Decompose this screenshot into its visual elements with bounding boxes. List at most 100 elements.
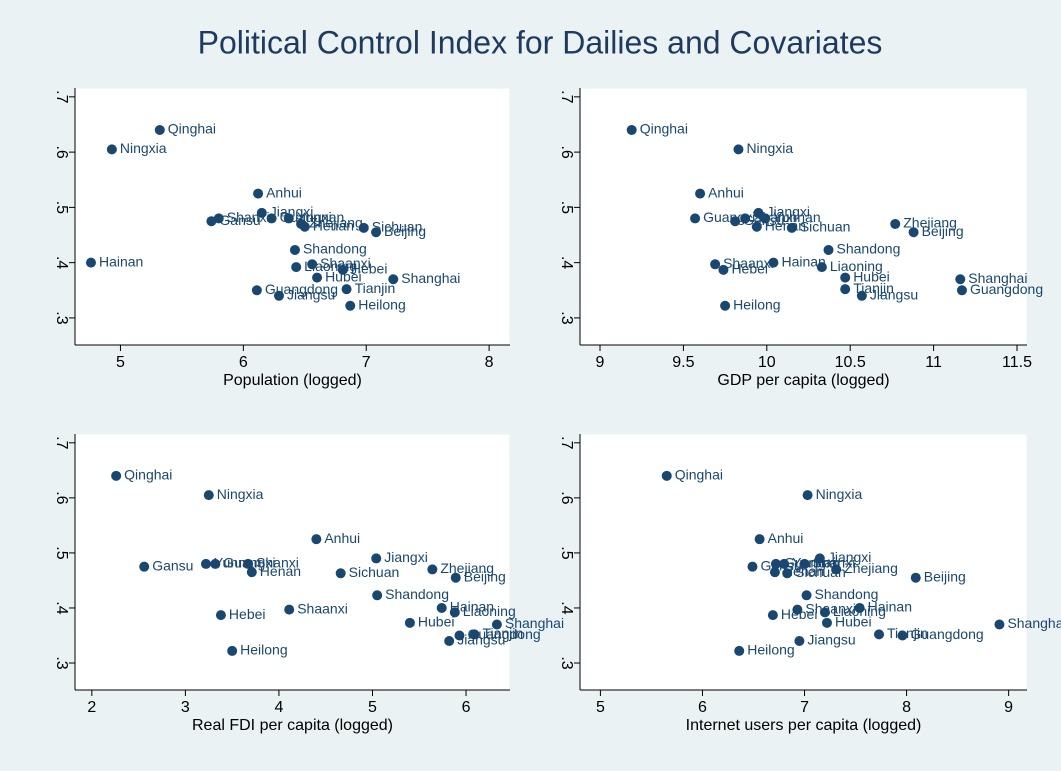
point-label: Guangxi [784,555,836,571]
point [312,272,323,283]
point [769,567,780,578]
point [840,272,851,283]
point [690,213,701,224]
point-label: Beijing [924,568,966,584]
x-tick-label: 11.5 [1002,354,1032,371]
point-label: Guangdong [910,626,983,642]
point-label: Shanghai [968,270,1027,286]
point [436,602,447,613]
point [854,602,865,613]
point [243,558,254,569]
point [388,274,399,285]
point [767,610,778,621]
point [358,222,369,233]
point [908,227,919,238]
point-label: Zhejiang [903,215,957,231]
point-label: Qinghai [675,467,723,483]
point [695,188,706,199]
point-label: Beijing [384,223,426,239]
point-label: Shaanxi [320,255,371,271]
point [311,534,322,545]
point-label: Zhejiang [309,215,363,231]
point [753,207,764,218]
point-label: Yunnan [297,209,345,225]
point-label: Jiangxi [270,204,314,220]
point [661,470,672,481]
point-label: Guangdong [265,281,338,297]
x-tick-label: 8 [902,699,911,716]
point [289,244,300,255]
point [730,216,741,227]
point [427,564,438,575]
point-label: Heilong [747,642,794,658]
point [335,568,346,579]
y-tick-label: .7 [558,436,575,449]
point [733,144,744,155]
point-label: Shaanxi [297,600,348,616]
point [720,300,731,311]
point [910,572,921,583]
point [814,553,825,564]
point [85,257,96,268]
y-tick-label: .6 [53,491,70,504]
point-label: Sichuan [795,564,846,580]
point [734,645,745,656]
point [284,604,295,615]
point [469,629,480,640]
y-tick-label: .6 [558,491,575,504]
point-label: Guangdong [467,626,540,642]
plot-area [579,87,1028,346]
point [782,568,793,579]
point [823,244,834,255]
point [840,284,851,295]
point [751,221,762,232]
point-label: Heilong [240,642,287,658]
point-label: Guangdong [970,281,1043,297]
point-label: Zhejiang [844,560,898,576]
y-tick-label: .7 [558,90,575,103]
x-tick-label: 9 [596,354,605,371]
y-tick-label: .4 [53,601,70,614]
point-label: Sichuan [800,219,851,235]
point [444,636,455,647]
point [227,645,238,656]
point-label: Jiangsu [287,287,335,303]
point [794,636,805,647]
point-label: Liaoning [830,258,883,274]
point-label: Shanxi [813,555,856,571]
point-label: Hebei [229,606,266,622]
point-label: Qinghai [640,121,688,137]
y-tick-label: .5 [53,546,70,559]
x-axis-label: GDP per capita (logged) [717,372,889,389]
point [291,262,302,273]
point [831,564,842,575]
point-label: Yunnan [214,555,262,571]
point-label: Jiangsu [807,632,855,648]
point [801,590,812,601]
x-tick-label: 7 [362,354,371,371]
y-tick-label: .4 [558,601,575,614]
point [770,558,781,569]
point-label: Beijing [922,223,964,239]
point-label: Gansu [219,212,260,228]
point [106,144,117,155]
point [246,567,257,578]
point-label: Shandong [385,586,449,602]
y-tick-label: .3 [558,311,575,324]
point-label: Shanxi [256,555,299,571]
point-label: Sichuan [349,564,400,580]
point-label: Qinghai [168,121,216,137]
point [111,470,122,481]
point-label: Hainan [781,253,825,269]
point [266,213,277,224]
x-tick-label: 6 [462,699,471,716]
point-label: Shaanxi [723,255,774,271]
point-label: Jiangxi [766,204,810,220]
point [897,630,908,641]
point [371,227,382,238]
x-axis-label: Population (logged) [223,372,362,389]
point [955,274,966,285]
point [779,558,790,569]
point-label: Shanghai [1007,615,1061,631]
chart-title: Political Control Index for Dailies and … [198,24,883,60]
